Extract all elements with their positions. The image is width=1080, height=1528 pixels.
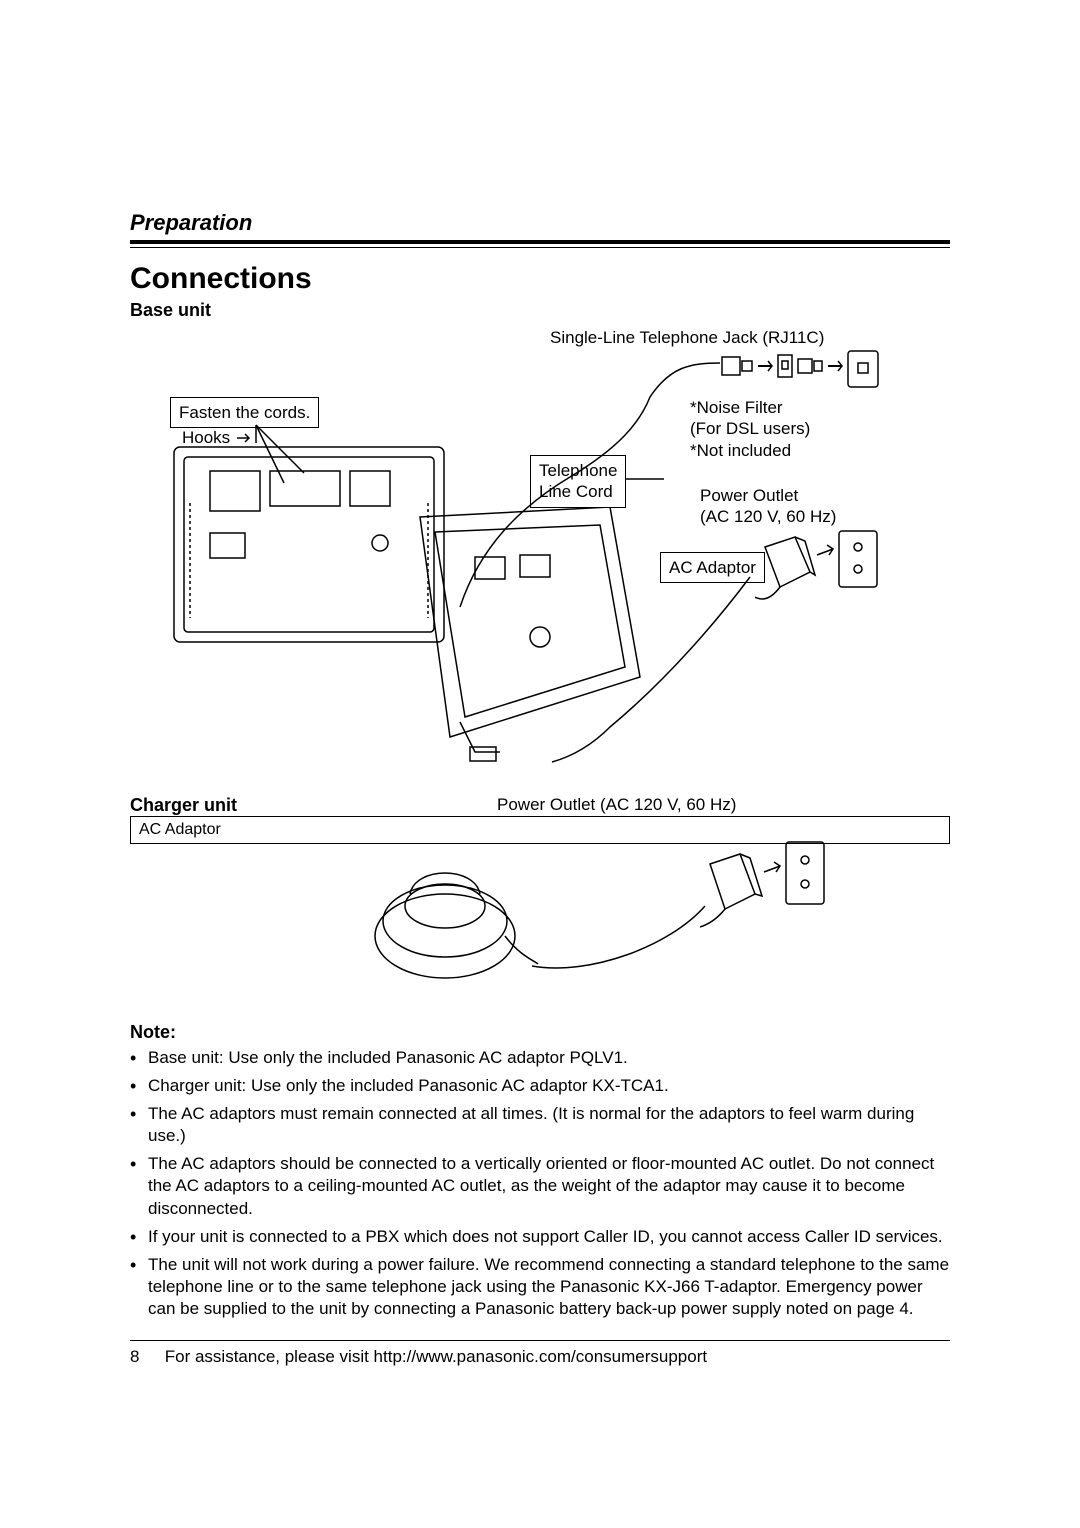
base-unit-diagram: Single-Line Telephone Jack (RJ11C) Faste… <box>130 327 950 787</box>
note-item: The unit will not work during a power fa… <box>130 1254 950 1320</box>
page-number: 8 <box>130 1347 160 1367</box>
fasten-leader <box>254 423 454 513</box>
ac-cord-curve <box>550 557 790 767</box>
page-title: Connections <box>130 262 950 296</box>
charger-power-outlet: Power Outlet (AC 120 V, 60 Hz) <box>497 795 736 815</box>
note-item: If your unit is connected to a PBX which… <box>130 1226 950 1248</box>
base-unit-label: Base unit <box>130 300 950 321</box>
section-rule <box>130 240 950 248</box>
note-item: Base unit: Use only the included Panason… <box>130 1047 950 1069</box>
note-item: The AC adaptors should be connected to a… <box>130 1153 950 1219</box>
fasten-text: Fasten the cords. <box>179 403 310 422</box>
note-item: The AC adaptors must remain connected at… <box>130 1103 950 1147</box>
section-label: Preparation <box>130 210 950 236</box>
charger-cord <box>530 896 730 986</box>
charger-unit-label: Charger unit <box>130 795 237 816</box>
note-heading: Note: <box>130 1022 950 1043</box>
note-item: Charger unit: Use only the included Pana… <box>130 1075 950 1097</box>
charger-diagram: AC Adaptor <box>130 816 950 1016</box>
notes-list: Base unit: Use only the included Panason… <box>130 1047 950 1320</box>
footer-text: For assistance, please visit http://www.… <box>165 1347 707 1366</box>
footer: 8 For assistance, please visit http://ww… <box>130 1340 950 1367</box>
telcord-leader <box>624 477 684 507</box>
rj11c-label: Single-Line Telephone Jack (RJ11C) <box>550 327 824 348</box>
charger-drawing <box>360 826 540 1006</box>
